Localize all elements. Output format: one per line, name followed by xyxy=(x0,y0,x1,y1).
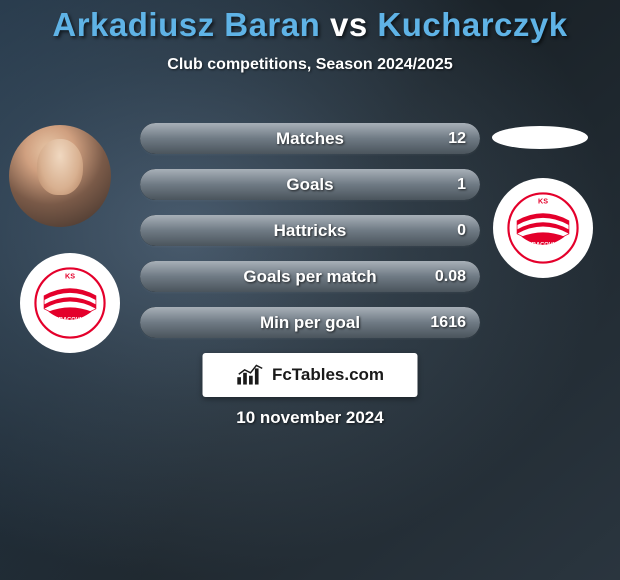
stat-value: 0 xyxy=(457,215,466,246)
club-logo-icon: KS CRACOVIA xyxy=(34,267,106,339)
svg-text:CRACOVIA: CRACOVIA xyxy=(528,242,559,248)
player1-club-logo: KS CRACOVIA xyxy=(20,253,120,353)
stat-label: Matches xyxy=(140,123,480,154)
stat-row: Hattricks0 xyxy=(140,215,480,246)
stat-row: Matches12 xyxy=(140,123,480,154)
player1-name: Arkadiusz Baran xyxy=(52,6,320,43)
player1-photo xyxy=(9,125,111,227)
stats-container: Matches12 Goals1 Hattricks0 Goals per match… xyxy=(140,123,480,353)
date-text: 10 november 2024 xyxy=(0,408,620,428)
stat-label: Hattricks xyxy=(140,215,480,246)
stat-value: 0.08 xyxy=(435,261,466,292)
stat-label: Goals per match xyxy=(140,261,480,292)
bar-chart-icon xyxy=(236,364,266,386)
watermark: FcTables.com xyxy=(203,353,418,397)
player2-photo-placeholder xyxy=(492,126,588,149)
stat-value: 1616 xyxy=(430,307,466,338)
stat-row: Goals1 xyxy=(140,169,480,200)
stat-row: Min per goal1616 xyxy=(140,307,480,338)
stat-value: 12 xyxy=(448,123,466,154)
page-title: Arkadiusz Baran vs Kucharczyk xyxy=(0,0,620,44)
stat-label: Goals xyxy=(140,169,480,200)
stat-label: Min per goal xyxy=(140,307,480,338)
club-logo-icon: KS CRACOVIA xyxy=(507,192,579,264)
vs-text: vs xyxy=(330,6,368,43)
player2-name: Kucharczyk xyxy=(377,6,567,43)
subtitle: Club competitions, Season 2024/2025 xyxy=(0,56,620,74)
watermark-text: FcTables.com xyxy=(272,365,384,385)
stat-value: 1 xyxy=(457,169,466,200)
svg-text:KS: KS xyxy=(538,197,548,206)
svg-text:KS: KS xyxy=(65,272,75,281)
player2-club-logo: KS CRACOVIA xyxy=(493,178,593,278)
stat-row: Goals per match0.08 xyxy=(140,261,480,292)
svg-text:CRACOVIA: CRACOVIA xyxy=(55,317,86,323)
